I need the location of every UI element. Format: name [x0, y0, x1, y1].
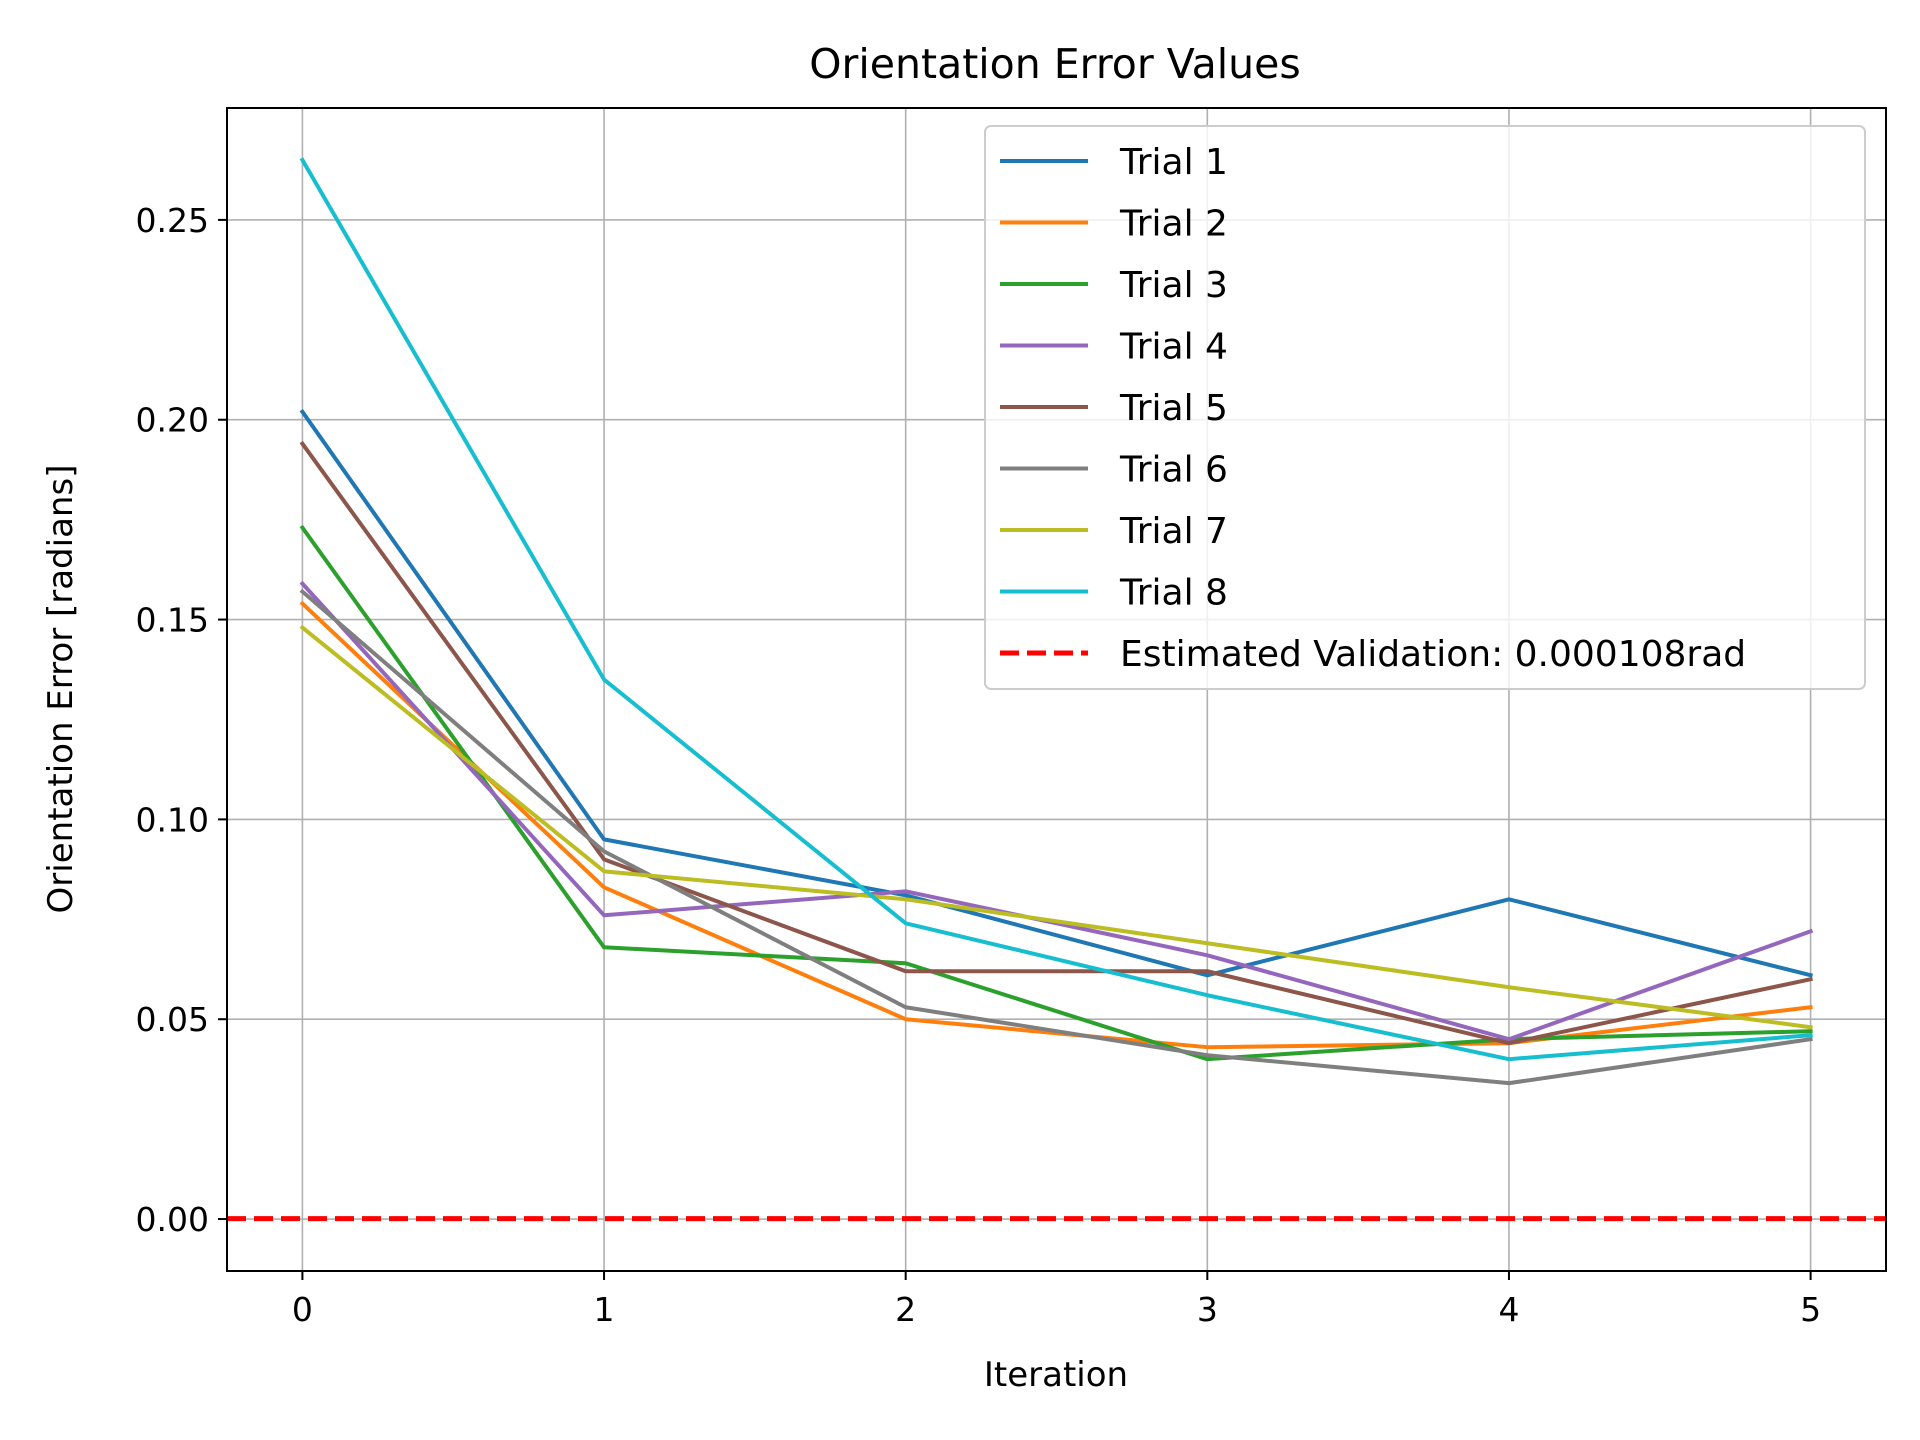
legend: Trial 1 Trial 2 Trial 3 Trial 4 Trial 5 Trial… — [984, 125, 1866, 690]
x-tick-label: 2 — [895, 1290, 916, 1329]
legend-label: Trial 7 — [1119, 511, 1228, 552]
x-axis-label: Iteration — [984, 1355, 1128, 1395]
legend-label: Estimated Validation: 0.000108rad — [1120, 634, 1746, 675]
series-line-trial-8 — [299, 157, 1813, 1062]
series-line-trial-7 — [299, 624, 1813, 1030]
legend-label: Trial 8 — [1119, 573, 1228, 614]
legend-label: Trial 2 — [1119, 204, 1228, 245]
y-tick-label: 0.10 — [136, 800, 209, 839]
y-tick-label: 0.20 — [136, 401, 209, 440]
y-axis-label: Orientation Error [radians] — [41, 465, 81, 914]
legend-label: Trial 3 — [1119, 265, 1228, 306]
axis-ticks: 0 1 2 3 4 5 0.00 0.05 0.10 0.15 0.20 0.25 — [136, 201, 1822, 1329]
legend-label: Trial 1 — [1119, 142, 1228, 183]
series-lines — [299, 157, 1814, 1086]
y-tick-label: 0.25 — [136, 201, 209, 240]
legend-label: Trial 5 — [1119, 388, 1228, 429]
series-line-trial-3 — [299, 524, 1813, 1062]
series-line-trial-6 — [299, 588, 1813, 1086]
x-tick-label: 3 — [1197, 1290, 1218, 1329]
y-tick-label: 0.00 — [136, 1200, 209, 1239]
x-tick-label: 0 — [292, 1290, 313, 1329]
x-tick-label: 4 — [1498, 1290, 1519, 1329]
chart-title: Orientation Error Values — [809, 40, 1300, 88]
series-line-trial-1 — [299, 408, 1814, 978]
series-line-trial-5 — [299, 440, 1813, 1046]
legend-box — [984, 125, 1866, 690]
y-tick-label: 0.15 — [136, 601, 209, 640]
x-tick-label: 5 — [1800, 1290, 1821, 1329]
x-tick-label: 1 — [594, 1290, 615, 1329]
legend-label: Trial 4 — [1119, 327, 1228, 368]
legend-label: Trial 6 — [1119, 450, 1228, 491]
y-tick-label: 0.05 — [136, 1000, 209, 1039]
plot-frame — [226, 107, 1887, 1272]
